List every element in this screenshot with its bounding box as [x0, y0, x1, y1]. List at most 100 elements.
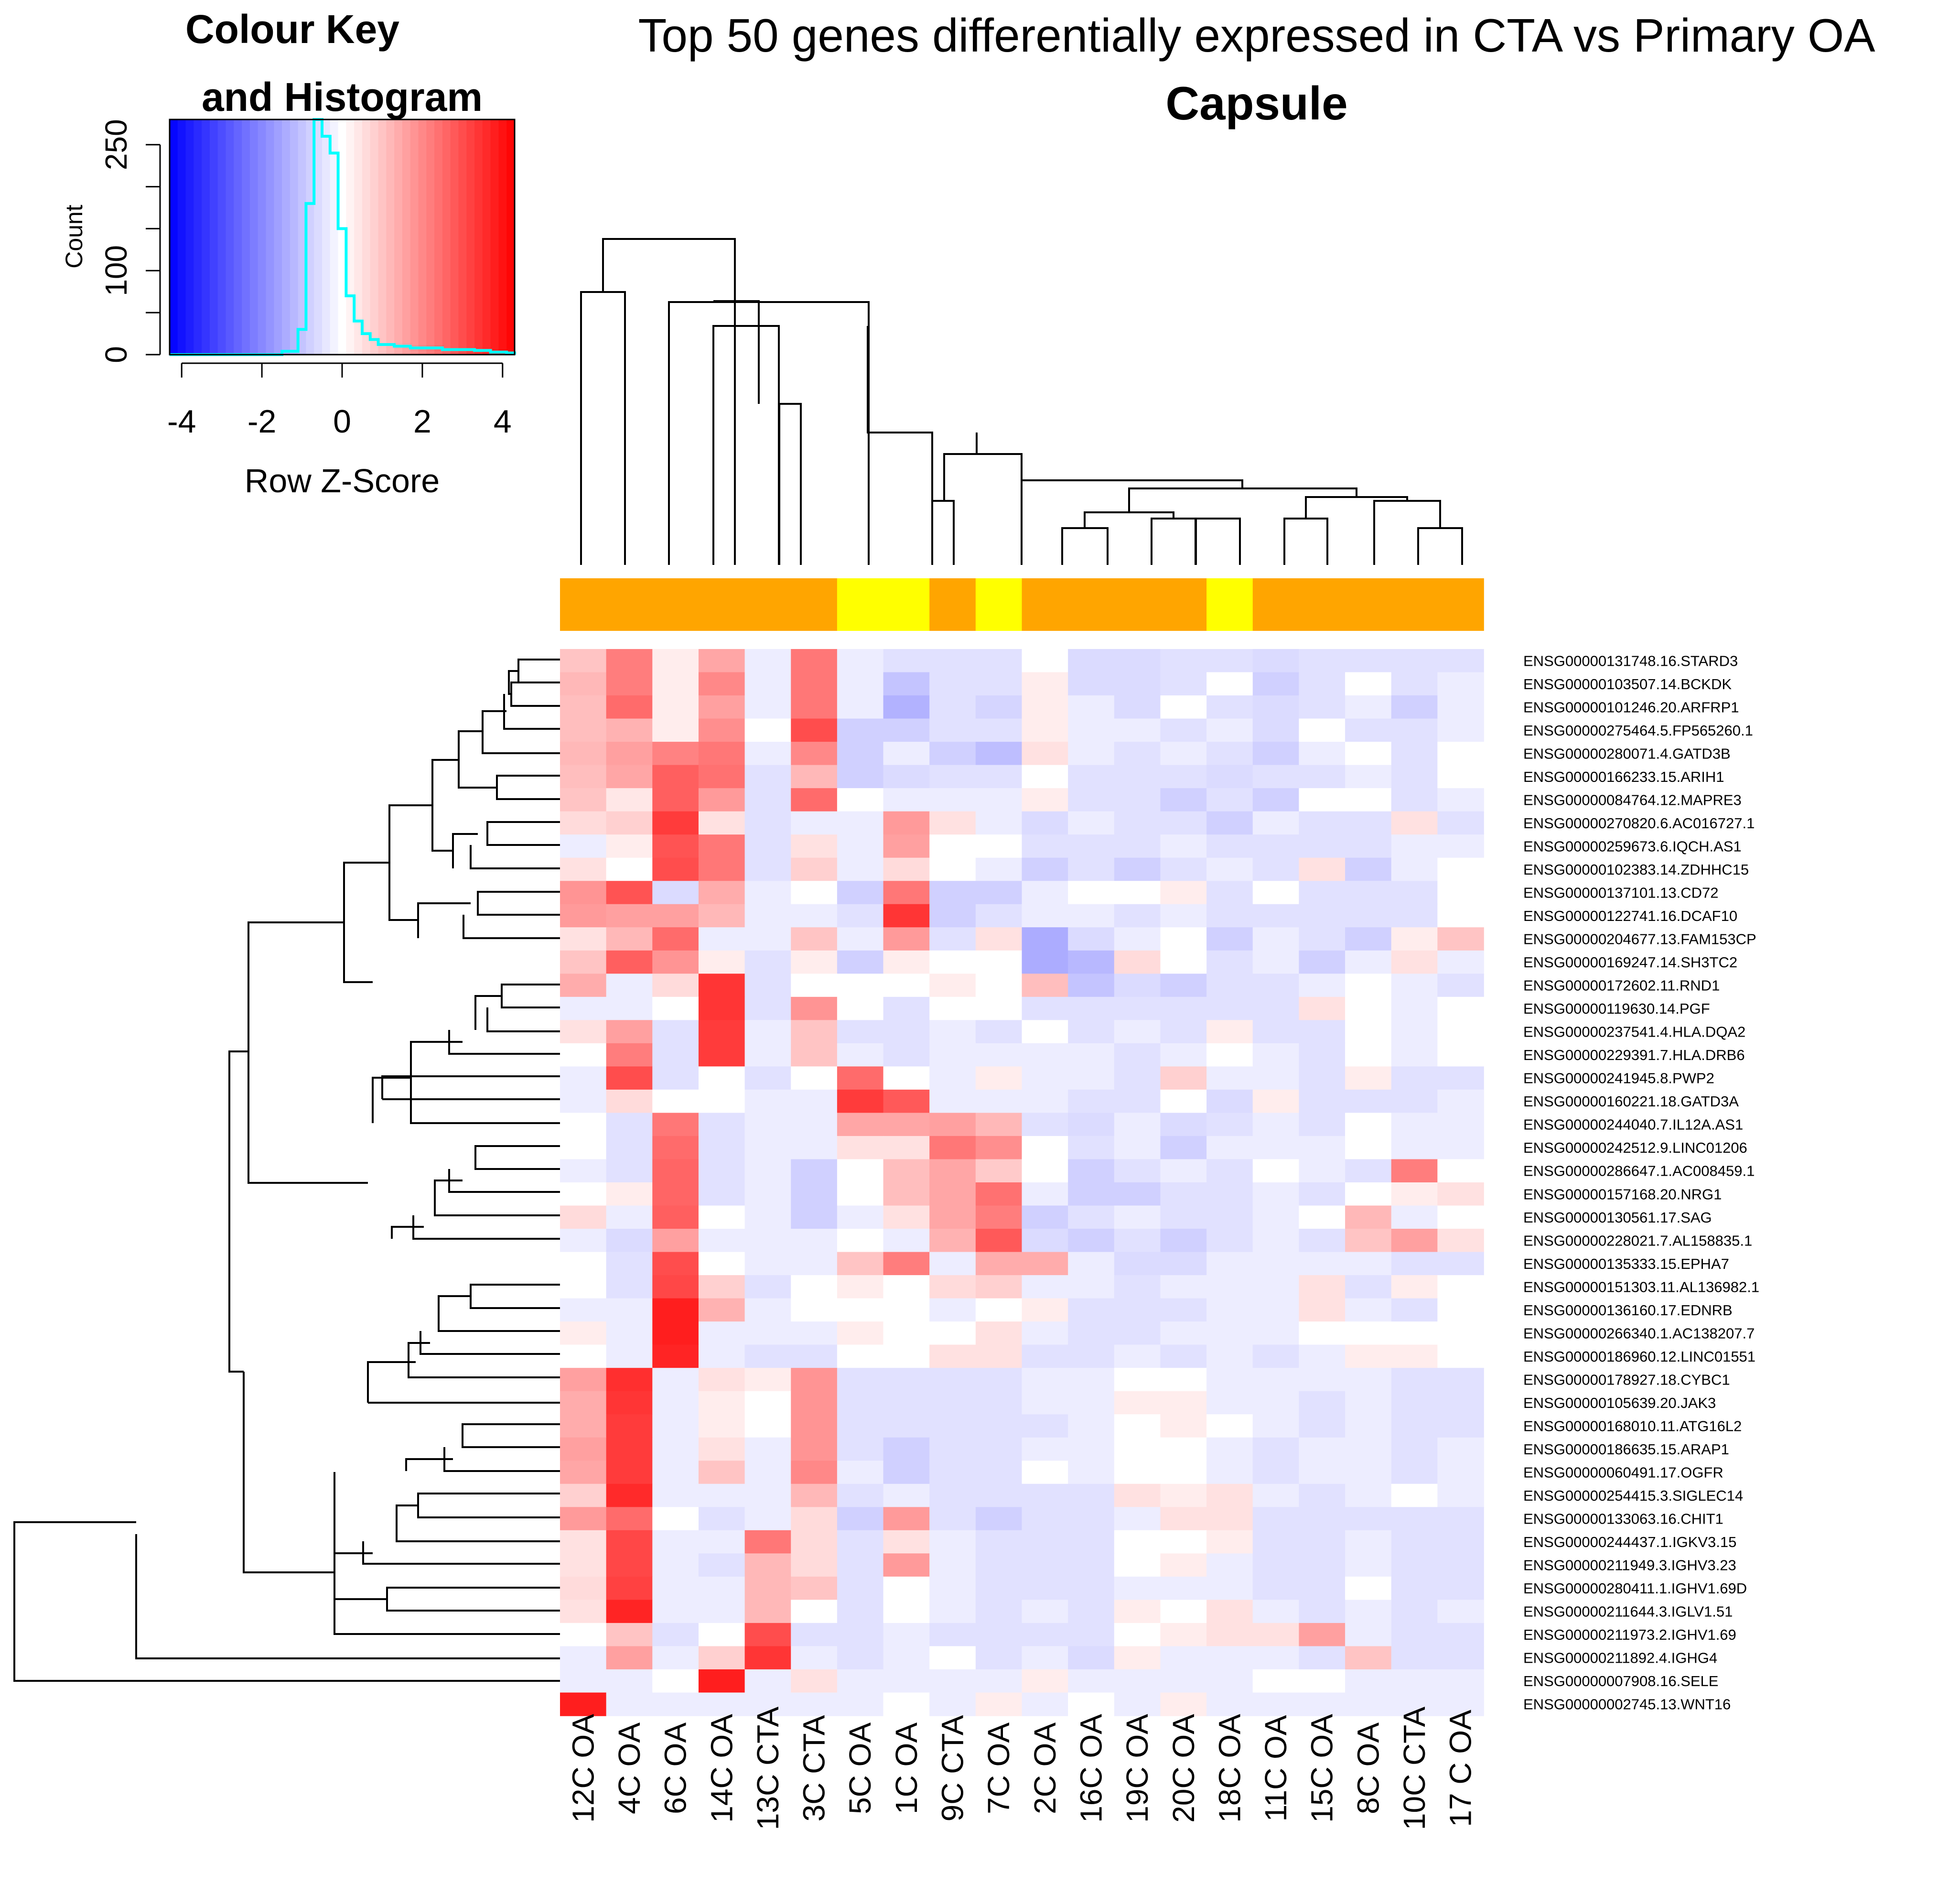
heatmap-cell [1068, 1252, 1115, 1276]
heatmap-cell [883, 1461, 930, 1484]
heatmap-cell [1391, 1414, 1438, 1438]
heatmap-cell [791, 881, 838, 905]
heatmap-cell [929, 1205, 976, 1229]
heatmap-cell [560, 672, 607, 696]
heatmap-cell [1114, 1437, 1161, 1461]
heatmap-cell [837, 1205, 884, 1229]
heatmap-cell [1345, 1159, 1392, 1183]
heatmap-cell [1068, 811, 1115, 835]
heatmap-cell [1345, 1066, 1392, 1090]
heatmap-cell [1068, 1229, 1115, 1253]
heatmap-cell [791, 1252, 838, 1276]
heatmap-cell [606, 695, 653, 719]
heatmap-cell [1206, 1553, 1253, 1577]
heatmap-cell [975, 904, 1023, 928]
group-bar-cell [744, 578, 792, 631]
heatmap-cell [560, 811, 607, 835]
heatmap-cell [975, 1437, 1023, 1461]
heatmap-cell [1391, 1692, 1438, 1716]
row-label: ENSG00000211973.2.IGHV1.69 [1523, 1626, 1736, 1643]
heatmap-cell [791, 1159, 838, 1183]
heatmap-cell [698, 1623, 745, 1647]
heatmap-cell [560, 1461, 607, 1484]
heatmap-cell [698, 1298, 745, 1322]
heatmap-cell [1252, 1344, 1300, 1368]
heatmap-cell [791, 857, 838, 882]
heatmap-cell [698, 1344, 745, 1368]
heatmap-cell [1345, 1669, 1392, 1693]
heatmap-cell [698, 950, 745, 974]
heatmap-cell [560, 788, 607, 812]
heatmap-cell [1114, 1600, 1161, 1623]
heatmap-cell [975, 1507, 1023, 1531]
column-label: 9C CTA [936, 1715, 970, 1821]
heatmap-cell [744, 788, 792, 812]
heatmap-cell [652, 904, 699, 928]
heatmap-cell [883, 1692, 930, 1716]
heatmap-cell [1022, 1692, 1068, 1716]
heatmap-cell [929, 742, 976, 766]
heatmap-cell [744, 1066, 792, 1090]
chart-title: Top 50 genes differentially expressed in… [638, 9, 1875, 62]
heatmap-cell [698, 1020, 745, 1044]
heatmap-cell [560, 1600, 607, 1623]
heatmap-cell [606, 904, 653, 928]
heatmap-cell [883, 1066, 930, 1090]
heatmap-cell [1022, 904, 1068, 928]
colour-key-swatch [338, 119, 347, 355]
heatmap-cell [652, 1113, 699, 1136]
heatmap-cell [1068, 1530, 1115, 1554]
group-bar-cell [883, 578, 930, 631]
heatmap-cell [837, 1136, 884, 1160]
heatmap-cell [1114, 1275, 1161, 1299]
row-label: ENSG00000103507.14.BCKDK [1523, 676, 1732, 693]
heatmap-cell [975, 788, 1023, 812]
heatmap-cell [975, 1205, 1023, 1229]
heatmap-cell [698, 1437, 745, 1461]
heatmap-cell [1022, 1368, 1068, 1392]
heatmap-cell [560, 1043, 607, 1067]
heatmap-cell [929, 765, 976, 789]
heatmap-cell [975, 974, 1023, 997]
heatmap-cell [1299, 1623, 1346, 1647]
heatmap-cell [1206, 1623, 1253, 1647]
heatmap-cell [744, 1507, 792, 1531]
heatmap-cell [1299, 1530, 1346, 1554]
heatmap-cell [1114, 649, 1161, 673]
heatmap-cell [1022, 695, 1068, 719]
heatmap-cell [791, 1437, 838, 1461]
heatmap-cell [1160, 1553, 1207, 1577]
row-label: ENSG00000157168.20.NRG1 [1523, 1186, 1722, 1202]
row-label: ENSG00000270820.6.AC016727.1 [1523, 815, 1755, 832]
colour-key-swatch [249, 119, 258, 355]
heatmap-cell [698, 1483, 745, 1508]
heatmap-cell [1391, 857, 1438, 882]
heatmap-cell [1160, 974, 1207, 997]
heatmap-cell [883, 1321, 930, 1345]
colour-key-frame [169, 119, 516, 356]
heatmap-cell [1299, 996, 1346, 1021]
heatmap-cell [698, 834, 745, 858]
heatmap-cell [1206, 1368, 1253, 1392]
heatmap-cell [744, 811, 792, 835]
heatmap-cell [975, 1159, 1023, 1183]
heatmap-cell [744, 765, 792, 789]
heatmap-cell [837, 1020, 884, 1044]
heatmap-cell [1437, 1136, 1484, 1160]
heatmap-cell [1437, 1530, 1484, 1554]
row-label: ENSG00000275464.5.FP565260.1 [1523, 722, 1753, 739]
heatmap-cell [1299, 1136, 1346, 1160]
column-label: 15C OA [1305, 1714, 1339, 1823]
heatmap-cell [837, 765, 884, 789]
heatmap-cell [1252, 1414, 1300, 1438]
heatmap-cell [1437, 881, 1484, 905]
heatmap-cell [698, 857, 745, 882]
heatmap-cell [1022, 1553, 1068, 1577]
heatmap-cell [698, 881, 745, 905]
heatmap-cell [1160, 718, 1207, 742]
heatmap-cell [1299, 1646, 1346, 1670]
heatmap-cell [883, 788, 930, 812]
row-label: ENSG00000254415.3.SIGLEC14 [1523, 1487, 1743, 1504]
heatmap-cell [1345, 718, 1392, 742]
heatmap-cell [1252, 1437, 1300, 1461]
